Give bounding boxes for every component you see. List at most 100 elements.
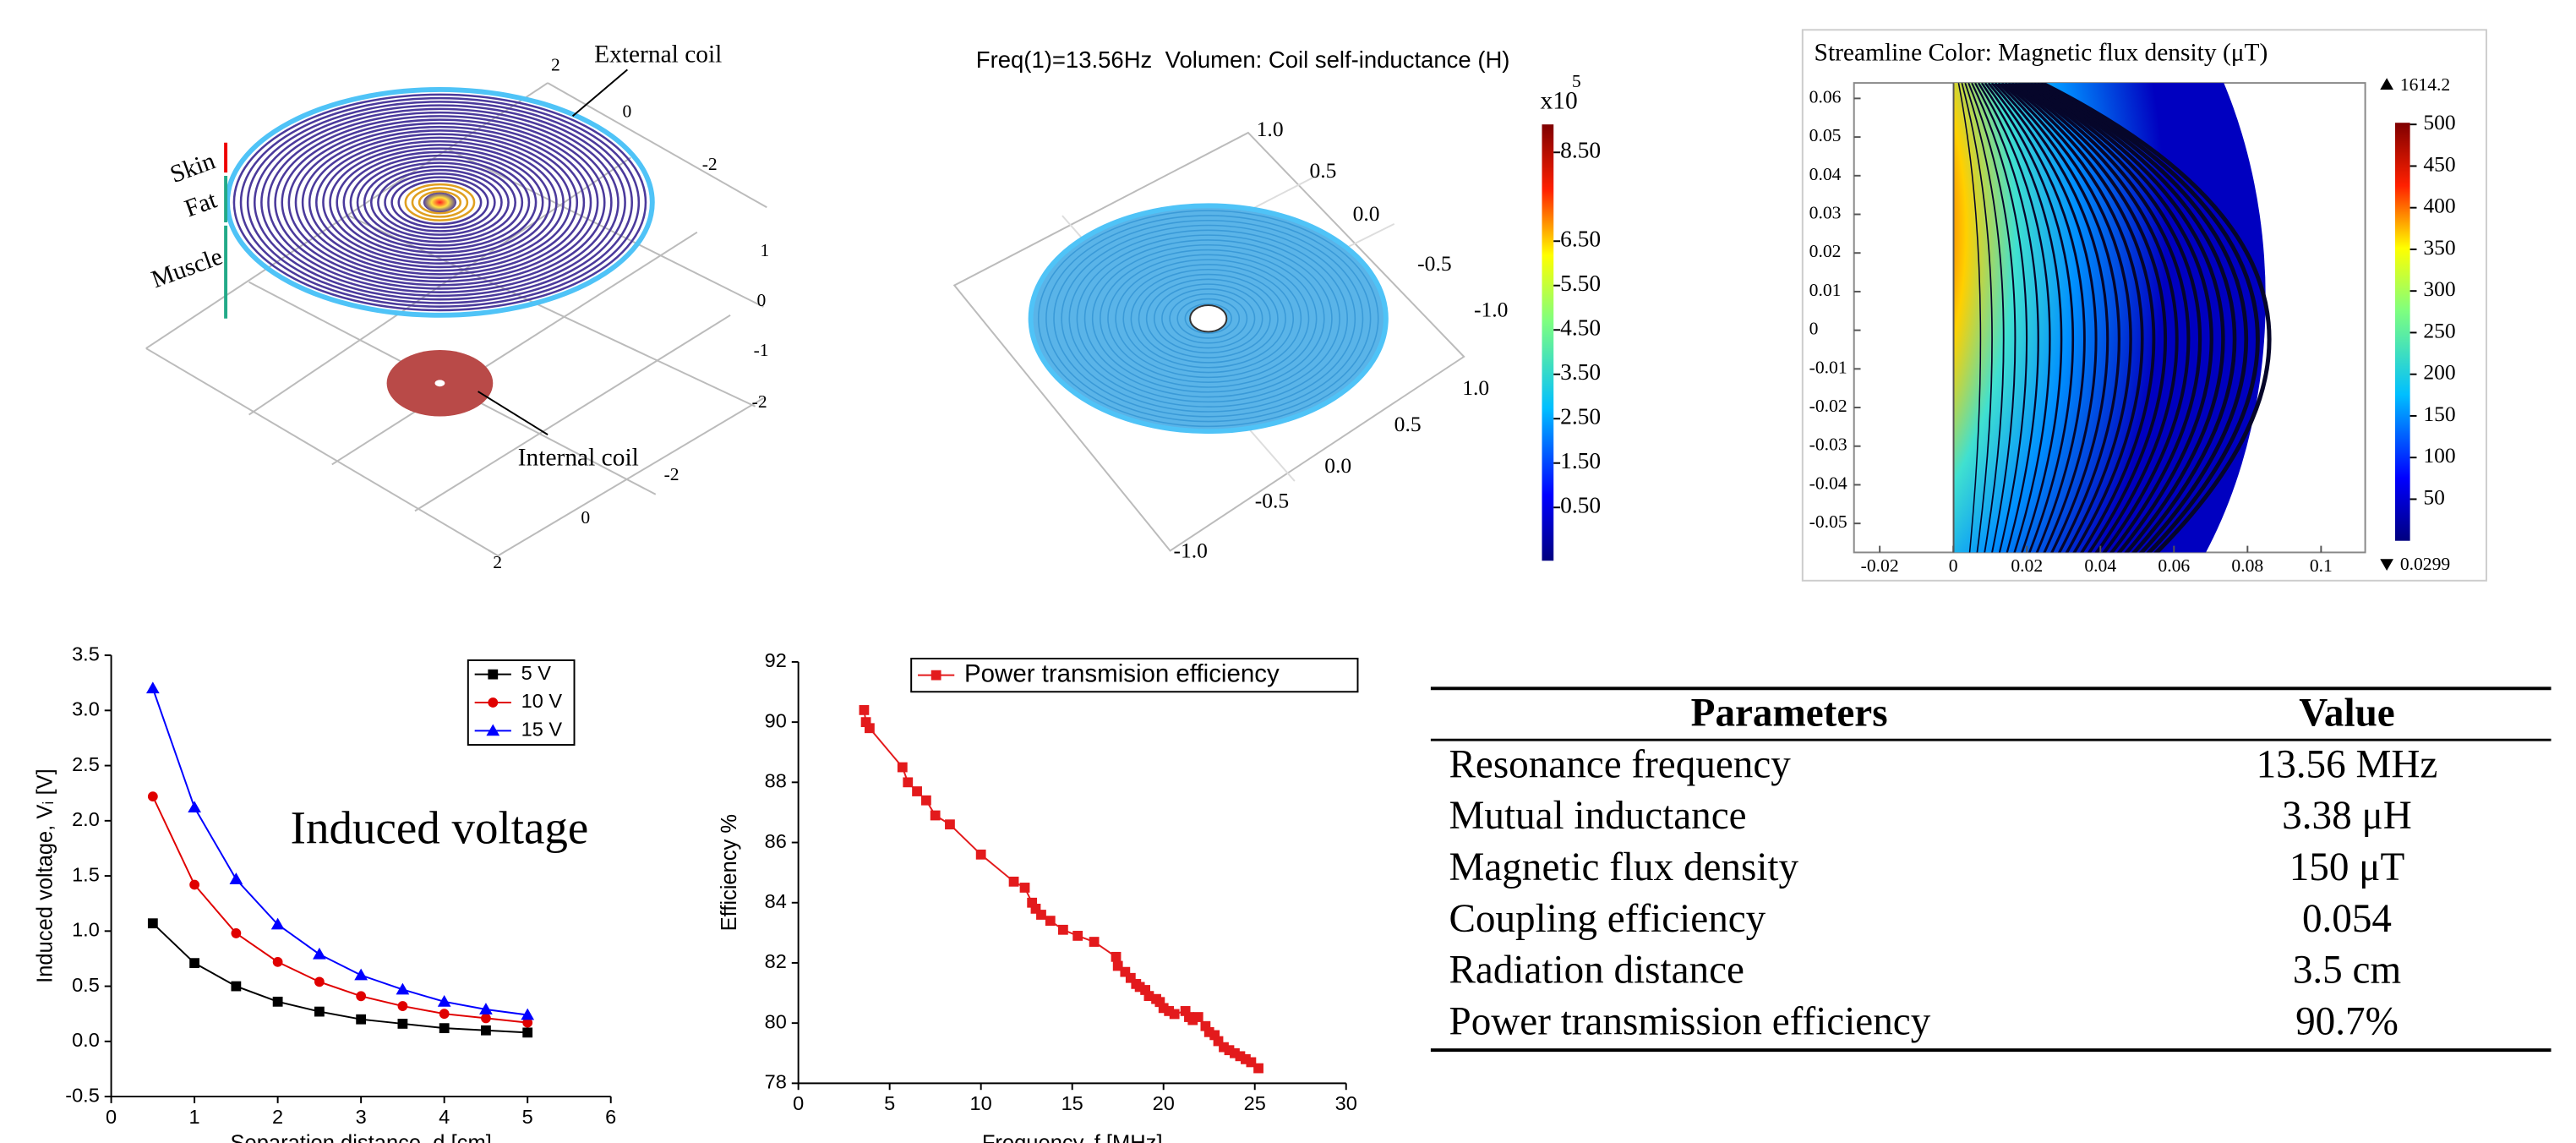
streamline: [2027, 83, 2225, 553]
marker: [1253, 1063, 1263, 1074]
y-tick-label: 82: [765, 950, 787, 972]
y-axis-label: Induced voltage, Vᵢ [V]: [34, 768, 57, 983]
coil: [1028, 203, 1389, 435]
label: External coil: [594, 41, 722, 68]
axis-tick-label: -2: [702, 154, 718, 174]
table-cell: Power transmission efficiency: [1449, 1000, 1931, 1044]
marker: [486, 724, 500, 736]
marker: [231, 981, 242, 992]
y-tick-label: 0.0: [72, 1029, 100, 1051]
y-tick-label: 92: [765, 649, 787, 671]
axis-tick-label: -1: [754, 340, 769, 360]
x-tick-label: 0.02: [2011, 555, 2043, 576]
axis-tick-label: 1: [760, 240, 769, 260]
streamline: [2000, 83, 2132, 553]
marker: [1008, 876, 1019, 887]
coil-turn: [315, 136, 565, 269]
axis-tick-label: 2: [493, 552, 502, 572]
coil-turn: [287, 122, 592, 283]
coil-turn: [1061, 224, 1356, 413]
axis-tick-label: 0.0: [1324, 453, 1351, 478]
panel-coil-geometry: External coil Internal coil Skin Fat Mus…: [145, 41, 767, 557]
marker: [1134, 982, 1145, 993]
y-tick-label: -0.05: [1809, 511, 1847, 532]
series-line: [151, 687, 528, 1016]
marker: [1235, 1051, 1246, 1062]
streamline: [1961, 83, 1993, 553]
coil-turn: [1100, 249, 1318, 388]
marker: [975, 849, 986, 860]
series-line: [152, 922, 528, 1034]
marker: [1140, 985, 1150, 995]
marker: [1030, 903, 1041, 914]
coil-turn: [390, 176, 489, 229]
axis-tick-label: 0: [622, 101, 631, 121]
table-cell: 90.7%: [2295, 1000, 2399, 1044]
marker: [1213, 1036, 1224, 1047]
x-axis-label: Frequency, f [MHz]: [982, 1132, 1163, 1143]
axis-tick-label: 0: [757, 290, 767, 310]
axis-tick-label: 0.5: [1394, 412, 1422, 436]
arrow: [478, 391, 548, 435]
coil-turn: [1176, 298, 1241, 339]
axis-tick-label: 0.5: [1310, 158, 1337, 183]
streamline: [2014, 83, 2179, 553]
marker: [1192, 1012, 1203, 1022]
label: Muscle: [148, 243, 226, 293]
axis-tick-label: -0.5: [1255, 488, 1289, 512]
table-cell: Mutual inductance: [1449, 794, 1747, 838]
axis-tick-label: 2: [551, 54, 560, 74]
marker: [1209, 1030, 1220, 1041]
marker: [272, 956, 283, 967]
coil-turn: [1115, 259, 1302, 379]
external-coil: [225, 87, 655, 318]
marker: [903, 777, 914, 788]
y-tick-label: 80: [765, 1010, 787, 1032]
x-tick-label: 0: [1949, 555, 1958, 576]
x-tick-label: 5: [522, 1106, 533, 1128]
x-tick-label: -0.02: [1861, 555, 1899, 576]
streamline: [2033, 83, 2249, 553]
marker: [1027, 897, 1038, 908]
colorbar-tick-label: 400: [2423, 194, 2455, 218]
label: Internal coil: [518, 444, 639, 471]
coil-turn: [329, 144, 551, 261]
colorbar-tick-label: 150: [2423, 402, 2455, 426]
label: Freq(1)=13.56Hz: [976, 46, 1152, 73]
coil-turn: [1053, 219, 1364, 418]
colorbar-tick-label: 5.50: [1560, 271, 1601, 296]
internal-coil-hole: [434, 380, 445, 387]
axis-tick-label: -2: [664, 464, 679, 484]
streamline: [1987, 83, 2086, 553]
marker: [1246, 1057, 1257, 1068]
max-marker: [2380, 78, 2393, 90]
legend-label: Power transmision efficiency: [964, 659, 1280, 687]
coil-turn: [356, 158, 524, 247]
marker: [437, 994, 451, 1007]
colorbar-tick-label: 1.50: [1560, 448, 1601, 473]
marker: [1143, 991, 1154, 1002]
axis-tick-label: 1.0: [1257, 117, 1284, 141]
table-header: Parameters: [1691, 692, 1888, 736]
coil-turn: [267, 111, 613, 293]
panel-flux-density: Streamline Color: Magnetic flux density …: [1801, 29, 2487, 582]
streamlines: [1957, 83, 2272, 553]
streamline: [2030, 83, 2237, 553]
scale-label: x10: [1541, 87, 1578, 114]
axis-tick-label: -1.0: [1474, 298, 1508, 322]
coil-turn: [294, 125, 586, 279]
max-label: 1614.2: [2400, 74, 2450, 95]
marker: [396, 982, 410, 995]
marker: [270, 917, 285, 930]
coil-turn: [1145, 278, 1271, 358]
coil-turn: [1045, 215, 1372, 423]
coil-turn: [1068, 229, 1348, 407]
x-tick-label: 0: [106, 1106, 117, 1128]
streamline: [1984, 83, 2075, 553]
coil-turn: [322, 139, 558, 265]
table-cell: Magnetic flux density: [1449, 845, 1799, 889]
y-tick-label: 0.01: [1809, 280, 1842, 300]
grid-plane: [145, 82, 767, 557]
coil-turn: [1161, 288, 1256, 349]
streamline: [2017, 83, 2191, 553]
